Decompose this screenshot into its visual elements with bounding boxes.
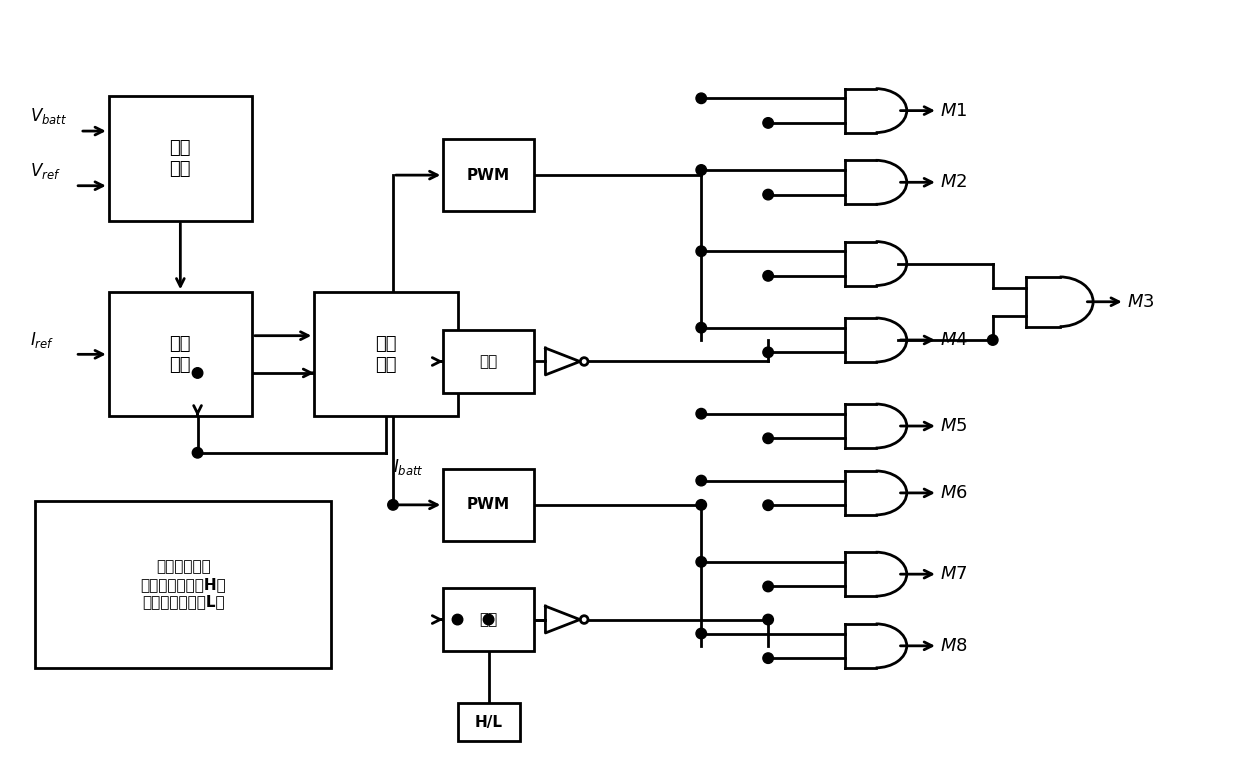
FancyBboxPatch shape	[443, 139, 534, 211]
Text: $V_{ref}$: $V_{ref}$	[30, 161, 61, 181]
Circle shape	[696, 322, 707, 333]
Text: $V_{batt}$: $V_{batt}$	[30, 106, 68, 126]
Circle shape	[763, 500, 774, 510]
Text: $M5$: $M5$	[940, 417, 967, 435]
Circle shape	[484, 614, 494, 625]
Circle shape	[696, 408, 707, 419]
Circle shape	[696, 499, 707, 510]
Text: $I_{batt}$: $I_{batt}$	[393, 457, 423, 476]
Text: 电压
控制: 电压 控制	[170, 139, 191, 178]
Text: $I_{ref}$: $I_{ref}$	[30, 329, 55, 349]
Text: $M4$: $M4$	[940, 331, 967, 349]
Circle shape	[696, 476, 707, 486]
Circle shape	[763, 581, 774, 591]
Text: PWM: PWM	[467, 497, 510, 512]
Circle shape	[763, 270, 774, 281]
Text: 电流
控制: 电流 控制	[374, 335, 397, 374]
Circle shape	[388, 499, 398, 510]
Text: $M7$: $M7$	[940, 565, 967, 583]
Circle shape	[453, 614, 463, 625]
FancyBboxPatch shape	[109, 292, 252, 417]
Circle shape	[696, 165, 707, 175]
Text: PWM: PWM	[467, 168, 510, 182]
Circle shape	[763, 653, 774, 663]
FancyBboxPatch shape	[35, 500, 331, 668]
Text: $M6$: $M6$	[940, 484, 967, 502]
Circle shape	[987, 335, 998, 345]
FancyBboxPatch shape	[109, 97, 252, 221]
FancyBboxPatch shape	[443, 330, 534, 392]
Text: H/L: H/L	[475, 715, 502, 730]
FancyBboxPatch shape	[314, 292, 458, 417]
Text: 移相: 移相	[480, 354, 497, 369]
FancyBboxPatch shape	[458, 703, 520, 741]
Text: 充放电控制器
高电平：充电（H）
低电平：放电（L）: 充放电控制器 高电平：充电（H） 低电平：放电（L）	[140, 559, 226, 609]
Circle shape	[696, 557, 707, 567]
Circle shape	[763, 189, 774, 200]
Text: 电流
比较: 电流 比较	[170, 335, 191, 374]
Text: $M1$: $M1$	[940, 102, 967, 119]
Text: $M8$: $M8$	[940, 637, 967, 655]
Text: 移相: 移相	[480, 612, 497, 627]
Circle shape	[763, 347, 774, 358]
Circle shape	[696, 628, 707, 639]
Circle shape	[763, 433, 774, 444]
Circle shape	[763, 118, 774, 128]
Circle shape	[696, 246, 707, 257]
Text: $M3$: $M3$	[1127, 293, 1154, 311]
FancyBboxPatch shape	[443, 588, 534, 650]
Circle shape	[763, 614, 774, 625]
FancyBboxPatch shape	[443, 469, 534, 541]
Text: $M2$: $M2$	[940, 173, 967, 192]
Circle shape	[696, 93, 707, 103]
Circle shape	[192, 368, 203, 378]
Circle shape	[192, 447, 203, 458]
